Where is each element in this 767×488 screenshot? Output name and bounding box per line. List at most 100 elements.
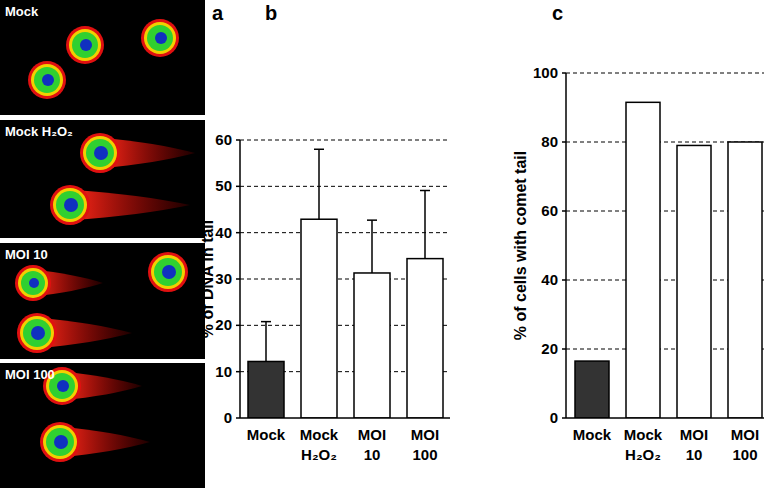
tick-label: 20	[541, 340, 558, 357]
tick-label: 60	[215, 131, 232, 148]
label-line: 10	[686, 446, 703, 463]
label-line: Mock	[300, 426, 339, 443]
error-stem	[265, 322, 267, 362]
cell-body	[72, 32, 98, 58]
panel-letter: c	[552, 2, 563, 24]
label-line: H₂O₂	[301, 446, 337, 463]
label-line: Mock	[247, 426, 286, 443]
bar-chart: 0 10 20 30 40 50 60 Mock Mock H₂O₂ MOI 10 MOI 100 % of…	[199, 131, 450, 463]
cell-body	[147, 25, 173, 51]
image-background	[0, 0, 205, 115]
cell-body	[56, 191, 84, 219]
image-background	[0, 120, 205, 238]
bar	[248, 361, 284, 418]
image-panel: Mock	[0, 0, 205, 115]
cell-halo	[28, 61, 66, 99]
grid-line	[240, 140, 450, 141]
cell-halo	[80, 133, 120, 173]
x-axis	[566, 417, 764, 419]
figure: MockMock H₂O₂MOI 10MOI 100abc01020304050…	[0, 0, 767, 488]
tick-label: 40	[215, 224, 232, 241]
y-axis	[565, 73, 567, 418]
tick-label: 20	[215, 316, 232, 333]
image-panel: MOI 10	[0, 243, 205, 359]
bar	[728, 142, 762, 418]
category-label: Mock	[247, 426, 286, 443]
image-background	[0, 243, 205, 359]
bar-chart: 020406080100MockMockH₂O₂MOI10MOI100% of …	[512, 64, 764, 463]
cell-body	[23, 319, 51, 347]
image-label: MOI 100	[5, 367, 55, 382]
cell-halo	[17, 313, 57, 353]
cell-core	[80, 39, 92, 51]
category-label: Mock	[573, 426, 612, 443]
cell-ring	[144, 22, 176, 54]
cell-body	[21, 271, 45, 295]
label-line: 100	[412, 446, 437, 463]
cell-ring	[69, 29, 101, 61]
cell-body	[154, 258, 182, 286]
error-cap	[314, 149, 324, 151]
cell-core	[42, 74, 54, 86]
image-background	[0, 363, 205, 488]
bar	[301, 219, 337, 418]
label-line: MOI	[411, 426, 439, 443]
tick-label: 80	[541, 133, 558, 150]
label-line: H₂O₂	[625, 446, 661, 463]
cell-ring	[31, 64, 63, 96]
cell-body	[86, 139, 114, 167]
cell-halo	[141, 19, 179, 57]
x-axis	[240, 417, 450, 419]
error-cap	[420, 190, 430, 192]
cell-core	[29, 278, 39, 288]
label-line: 10	[364, 446, 381, 463]
bar	[626, 102, 660, 418]
tick-label: 60	[541, 202, 558, 219]
bar	[575, 361, 609, 418]
bars	[248, 149, 443, 418]
grid-line	[566, 73, 764, 74]
tick-label: 10	[215, 363, 232, 380]
error-bar	[314, 149, 324, 219]
cell-core	[57, 380, 69, 392]
tick-label: 40	[541, 271, 558, 288]
category-label: MOI 10	[680, 426, 708, 463]
label-line: MOI	[680, 426, 708, 443]
tick-label: 0	[224, 409, 232, 426]
label-line: Mock	[573, 426, 612, 443]
category-label: MOI 100	[411, 426, 439, 463]
cell-core	[64, 198, 78, 212]
grid-line	[240, 232, 450, 233]
cell-core	[54, 435, 68, 449]
image-panel: Mock H₂O₂	[0, 120, 205, 238]
bar	[354, 273, 390, 418]
label-line: MOI	[731, 426, 759, 443]
image-label: Mock	[5, 4, 39, 19]
y-axis	[239, 140, 241, 418]
cell-halo	[50, 185, 90, 225]
y-axis-title: % of DNA in tail	[199, 220, 216, 339]
bar	[407, 259, 443, 418]
cell-ring	[53, 188, 87, 222]
tick-label: 30	[215, 270, 232, 287]
cell-core	[162, 265, 176, 279]
label-line: MOI	[358, 426, 386, 443]
error-stem	[424, 191, 426, 259]
cell-body	[34, 67, 60, 93]
error-stem	[318, 149, 320, 219]
cell-ring	[18, 268, 48, 298]
cell-ring	[43, 425, 77, 459]
category-label: MOI 10	[358, 426, 386, 463]
cell-halo	[15, 265, 51, 301]
category-label: Mock H₂O₂	[300, 426, 339, 463]
panel-letter: b	[265, 2, 277, 24]
category-label: MOI100	[731, 426, 759, 463]
tick-label: 50	[215, 177, 232, 194]
error-cap	[261, 321, 271, 323]
cell-body	[46, 428, 74, 456]
category-label: MockH₂O₂	[624, 426, 663, 463]
cell-core	[31, 326, 45, 340]
cell-halo	[148, 252, 188, 292]
y-axis-title: % of cells with comet tail	[512, 151, 529, 340]
cell-halo	[40, 422, 80, 462]
